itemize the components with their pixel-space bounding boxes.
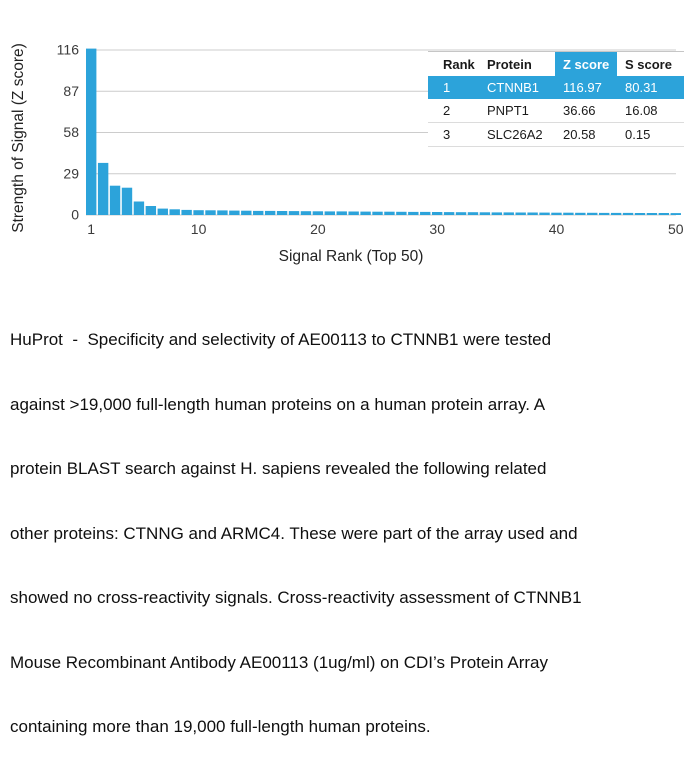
bar-rank-49	[658, 213, 670, 215]
rank-cell: 3	[443, 127, 451, 142]
y-tick-label: 87	[63, 83, 79, 99]
bar-rank-40	[551, 212, 562, 215]
bar-rank-12	[217, 210, 228, 215]
bar-rank-37	[515, 212, 526, 215]
bar-rank-8	[169, 209, 180, 215]
x-axis-title: Signal Rank (Top 50)	[279, 248, 424, 265]
bar-rank-2	[97, 162, 109, 215]
bar-rank-35	[491, 212, 503, 215]
bar-rank-9	[181, 209, 192, 215]
description-line: showed no cross-reactivity signals. Cros…	[10, 588, 582, 607]
x-tick-label: 40	[549, 221, 565, 237]
x-tick-label: 10	[191, 221, 207, 237]
bar-rank-42	[575, 212, 586, 215]
bar-rank-43	[587, 212, 598, 215]
description-line: containing more than 19,000 full-length …	[10, 717, 431, 736]
bar-rank-38	[527, 212, 538, 215]
bar-rank-14	[241, 210, 252, 215]
bar-rank-34	[479, 212, 491, 215]
bar-rank-45	[610, 212, 622, 215]
signal-rank-chart: 0 29 58 87 116 1 10 20 30 40 50 Signal Rank (Top 50…	[0, 0, 696, 280]
bar-rank-31	[443, 212, 455, 215]
bar-rank-13	[229, 210, 240, 215]
rank-cell: 2	[443, 103, 451, 118]
y-tick-label: 116	[57, 42, 80, 58]
bar-rank-7	[157, 208, 168, 215]
description-line: against >19,000 full-length human protei…	[10, 394, 546, 414]
bar-rank-19	[300, 211, 312, 215]
bar-rank-47	[634, 213, 646, 215]
s-score-cell: 0.15	[625, 127, 651, 142]
bar-rank-26	[384, 211, 395, 215]
bar-rank-48	[646, 213, 658, 215]
protein-cell: CTNNB1	[487, 80, 540, 95]
bar-rank-50	[670, 213, 681, 215]
rank-cell: 1	[443, 80, 451, 95]
s-score-cell: 80.31	[625, 80, 658, 95]
bar-rank-36	[503, 212, 514, 215]
bar-rank-33	[467, 212, 479, 215]
bar-rank-32	[455, 212, 467, 215]
protein-cell: PNPT1	[487, 103, 529, 118]
bar-rank-29	[420, 211, 431, 215]
table-header-rank: Rank	[443, 56, 475, 72]
x-tick-label: 1	[87, 221, 95, 237]
bar-rank-22	[336, 211, 347, 215]
z-score-cell: 116.97	[563, 80, 602, 95]
y-tick-label: 0	[71, 207, 79, 223]
y-tick-label: 29	[63, 165, 79, 181]
description-line: Mouse Recombinant Antibody AE00113 (1ug/…	[10, 652, 548, 672]
z-score-cell: 20.58	[563, 127, 596, 142]
description-line: HuProt - Specificity and selectivity of …	[10, 330, 552, 349]
bar-rank-30	[431, 212, 443, 215]
huprot-specificity-figure: 0 29 58 87 116 1 10 20 30 40 50 Signal Rank (Top 50…	[0, 0, 696, 736]
bar-rank-24	[360, 211, 371, 215]
bar-rank-39	[539, 212, 550, 215]
bar-rank-41	[563, 212, 574, 215]
x-tick-label: 20	[310, 221, 326, 237]
bar-rank-16	[264, 210, 276, 215]
bar-rank-25	[372, 211, 383, 215]
table-header-s-score: S score	[625, 56, 672, 72]
x-tick-label: 30	[429, 221, 445, 237]
bar-rank-21	[324, 211, 335, 215]
bar-rank-46	[622, 212, 634, 215]
bar-rank-5	[133, 201, 145, 215]
bar-rank-20	[312, 211, 324, 215]
protein-cell: SLC26A2	[487, 127, 543, 142]
table-row-slc26a2: 3 SLC26A2 20.58 0.15	[428, 123, 684, 147]
s-score-cell: 16.08	[625, 103, 658, 118]
bar-rank-23	[348, 211, 359, 215]
table-header-protein: Protein	[487, 56, 532, 72]
top-ranks-table: Rank Protein Z score S score 1 CTNNB1 11…	[428, 51, 684, 147]
bar-rank-18	[288, 211, 300, 215]
bar-rank-44	[598, 212, 610, 215]
bar-rank-10	[193, 210, 204, 215]
bar-rank-28	[408, 211, 419, 215]
bar-rank-1	[86, 48, 97, 215]
bar-rank-11	[205, 210, 216, 215]
description-line: other proteins: CTNNG and ARMC4. These w…	[10, 523, 578, 543]
y-axis-title: Strength of Signal (Z score)	[10, 43, 27, 233]
table-row-pnpt1: 2 PNPT1 36.66 16.08	[428, 99, 684, 123]
x-tick-label: 50	[668, 221, 684, 237]
table-header-z-score: Z score	[555, 52, 617, 76]
bar-rank-3	[109, 185, 121, 215]
bar-rank-6	[145, 206, 157, 215]
table-row-ctnnb1: 1 CTNNB1 116.97 80.31	[428, 76, 684, 99]
signal-rank-chart-svg: 0 29 58 87 116 1 10 20 30 40 50 Signal Rank (Top 50…	[10, 42, 684, 266]
bar-rank-4	[121, 187, 133, 215]
description-line: protein BLAST search against H. sapiens …	[10, 459, 547, 478]
table-header-row: Rank Protein Z score S score	[428, 52, 684, 76]
z-score-cell: 36.66	[563, 103, 596, 118]
bar-rank-15	[253, 210, 264, 215]
bar-rank-17	[276, 211, 288, 215]
bar-rank-27	[396, 211, 407, 215]
y-tick-label: 58	[63, 124, 79, 140]
description-text: HuProt - Specificity and selectivity of …	[10, 286, 694, 781]
